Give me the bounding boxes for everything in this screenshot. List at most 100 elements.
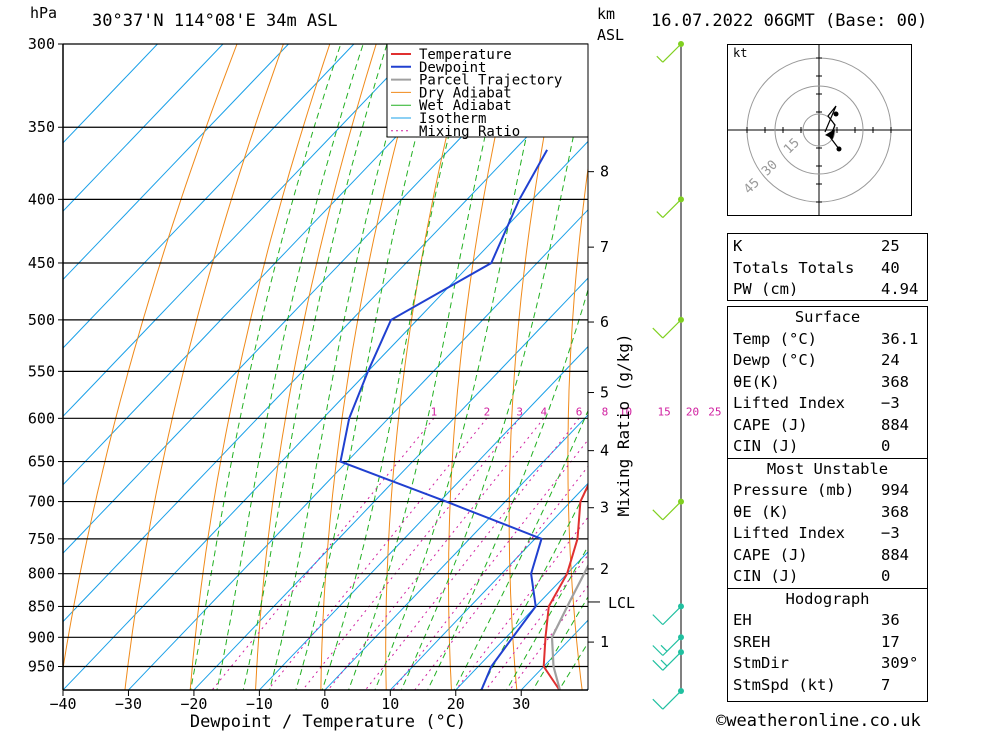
wind-barb-shaft (662, 501, 682, 521)
dewpoint-line (339, 149, 548, 690)
mu-cin-label: CIN (J) (733, 567, 799, 585)
isotherm-line (63, 44, 486, 486)
surface-li-label: Lifted Index (733, 394, 845, 412)
pressure-tick-label: 900 (28, 628, 55, 646)
mu-li-label: Lifted Index (733, 524, 845, 542)
wind-barb-flag (652, 509, 664, 521)
totals-row: Totals Totals 40 (728, 258, 927, 280)
wind-barb-shaft (662, 43, 682, 63)
indices-panel: K 25 Totals Totals 40 PW (cm) 4.94 (727, 233, 928, 301)
surface-li-value: −3 (881, 394, 900, 412)
wind-barb-halfflag (660, 659, 668, 667)
storm-motion-arrow (825, 129, 835, 139)
legend-entry: Dewpoint (419, 60, 486, 76)
isotherm-line (455, 551, 588, 690)
mixing-ratio-label: 4 (541, 405, 548, 418)
pressure-tick-label: 950 (28, 658, 55, 676)
temperature-tick-label: 10 (381, 695, 399, 713)
stmspd-row: StmSpd (kt) 7 (728, 675, 927, 697)
stmspd-value: 7 (881, 675, 891, 694)
tt-value: 40 (881, 258, 900, 277)
isotherm-line (63, 72, 588, 623)
mu-theta-label: θE (K) (733, 502, 789, 521)
mu-pressure-label: Pressure (mb) (733, 481, 855, 499)
surface-dewp-label: Dewp (°C) (733, 351, 817, 369)
k-value: 25 (881, 237, 900, 255)
surface-theta-label: θE(K) (733, 372, 780, 391)
mu-cape-label: CAPE (J) (733, 545, 808, 564)
isotherm-line (127, 209, 588, 690)
k-label: K (733, 237, 743, 255)
legend-entry: Parcel Trajectory (419, 73, 562, 89)
wind-barb-flag (652, 645, 664, 656)
mixing-ratio-label: 1 (431, 405, 438, 418)
eh-row: EH 36 (728, 610, 927, 632)
surface-title: Surface (794, 308, 861, 326)
sreh-label: SREH (733, 632, 771, 651)
datetime-title: 16.07.2022 06GMT (Base: 00) (651, 11, 928, 31)
dry-adiabat-line (448, 44, 516, 690)
surface-temp-row: Temp (°C) 36.1 (728, 329, 927, 351)
mixing-ratio-label: 3 (516, 405, 523, 418)
mixing-ratio-line (364, 417, 580, 690)
most-unstable-title: Most Unstable (728, 457, 927, 481)
wind-barb-shaft (662, 319, 682, 339)
surface-theta-value: 368 (881, 372, 909, 391)
sreh-value: 17 (881, 632, 900, 651)
wind-barb-shaft (662, 651, 682, 671)
mixing-ratio-label: 10 (619, 405, 632, 418)
copyright-link[interactable]: ©weatheronline.co.uk (716, 711, 921, 731)
legend-entry: Mixing Ratio (419, 124, 520, 140)
legend-box (386, 43, 589, 138)
pressure-tick-label: 650 (28, 453, 55, 471)
stmspd-label: StmSpd (kt) (733, 675, 836, 694)
legend-entry: Dry Adiabat (419, 85, 512, 101)
legend-entry: Isotherm (419, 111, 486, 127)
mixing-ratio-line (327, 417, 545, 690)
mixing-ratio-label: 2 (484, 405, 491, 418)
isotherm-line (63, 44, 289, 281)
pressure-tick-label: 750 (28, 530, 55, 548)
legend-entry: Wet Adiabat (419, 98, 512, 114)
pressure-tick-label: 300 (28, 35, 55, 53)
wet-adiabat-line (348, 44, 508, 690)
km-tick-label: 4 (600, 442, 609, 460)
pressure-tick-label: 550 (28, 362, 55, 380)
surface-li-row: Lifted Index −3 (728, 393, 927, 415)
wind-barb-halfflag (656, 55, 664, 63)
stmdir-row: StmDir 309° (728, 653, 927, 675)
surface-dewp-row: Dewp (°C) 24 (728, 350, 927, 372)
km-tick-label: 5 (600, 384, 609, 402)
hodograph-unit-label: kt (733, 46, 747, 60)
wind-barb-shaft (662, 636, 682, 656)
isotherm-line (520, 619, 588, 690)
dry-adiabat-line (124, 44, 284, 690)
surface-cape-label: CAPE (J) (733, 415, 808, 434)
isotherm-line (63, 44, 551, 554)
asl-unit-label: ASL (597, 26, 625, 44)
sreh-row: SREH 17 (728, 632, 927, 654)
wet-adiabat-line (295, 44, 442, 690)
surface-cin-row: CIN (J) 0 (728, 436, 927, 458)
x-axis-label: Dewpoint / Temperature (°C) (190, 712, 466, 732)
hodograph-ring (802, 113, 836, 147)
surface-theta-row: θE(K) 368 (728, 372, 927, 394)
km-tick-label: 2 (600, 560, 609, 578)
dry-adiabat-line (320, 44, 424, 690)
mixing-ratio-label: 15 (658, 405, 671, 418)
km-tick-label: 6 (600, 313, 609, 331)
temperature-tick-label: 30 (512, 695, 530, 713)
dry-adiabat-line (680, 44, 714, 694)
pressure-tick-label: 400 (28, 190, 55, 208)
hodograph-point (836, 146, 842, 152)
mixing-ratio-line (392, 439, 588, 690)
pw-row: PW (cm) 4.94 (728, 279, 927, 301)
wet-adiabat-line (400, 63, 588, 690)
mixing-ratio-label: 20 (686, 405, 699, 418)
isotherm-line (193, 277, 588, 690)
lcl-label: LCL (608, 594, 635, 612)
mixing-ratio-line (267, 417, 488, 690)
surface-cin-label: CIN (J) (733, 437, 799, 455)
